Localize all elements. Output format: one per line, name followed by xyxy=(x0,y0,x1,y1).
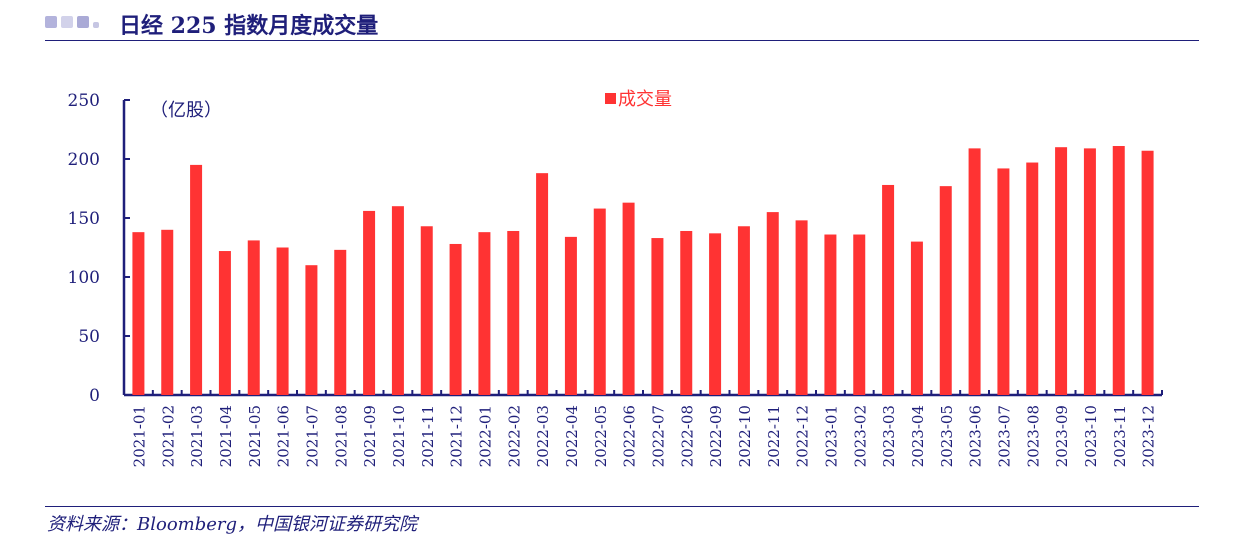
x-tick-label: 2021-12 xyxy=(448,405,466,467)
x-tick-label: 2021-01 xyxy=(130,405,148,467)
x-tick-label: 2023-06 xyxy=(967,405,985,467)
x-tick-label: 2022-12 xyxy=(794,405,812,467)
x-tick-label: 2023-02 xyxy=(851,405,869,467)
bar xyxy=(622,202,635,395)
bar xyxy=(507,230,520,395)
bar xyxy=(997,168,1010,395)
bar xyxy=(161,229,174,395)
bar xyxy=(853,234,866,395)
x-tick-label: 2023-12 xyxy=(1140,405,1158,467)
chart-title: 日经 225 指数月度成交量 xyxy=(119,13,379,39)
legend-label: 成交量 xyxy=(618,89,672,110)
bar xyxy=(910,241,923,395)
x-tick-label: 2022-07 xyxy=(649,405,667,467)
x-tick-label: 2023-01 xyxy=(822,405,840,467)
bar xyxy=(334,249,347,395)
x-tick-label: 2022-06 xyxy=(621,405,639,467)
x-tick-label: 2023-08 xyxy=(1024,405,1042,467)
bar xyxy=(709,233,722,395)
y-tick-label: 50 xyxy=(78,327,100,347)
bar xyxy=(1112,146,1125,395)
x-tick-label: 2022-04 xyxy=(563,405,581,467)
x-tick-label: 2021-09 xyxy=(361,405,379,467)
bar xyxy=(218,251,231,395)
x-tick-label: 2022-10 xyxy=(736,405,754,467)
x-tick-label: 2021-06 xyxy=(275,405,293,467)
bar xyxy=(276,247,289,395)
bar xyxy=(247,240,260,395)
bar xyxy=(1026,162,1039,395)
x-tick-label: 2023-04 xyxy=(909,405,927,467)
x-tick-label: 2021-05 xyxy=(246,405,264,467)
bar xyxy=(795,220,808,395)
x-tick-label: 2021-02 xyxy=(159,405,177,467)
x-tick-label: 2022-02 xyxy=(505,405,523,467)
bar xyxy=(1083,148,1096,395)
x-tick-label: 2021-11 xyxy=(419,405,437,467)
bar xyxy=(363,210,376,395)
x-tick-label: 2022-08 xyxy=(678,405,696,467)
bar xyxy=(593,208,606,395)
bar xyxy=(824,234,837,395)
x-tick-label: 2021-04 xyxy=(217,405,235,467)
bar xyxy=(882,184,895,395)
bar xyxy=(449,243,462,395)
x-tick-label: 2022-01 xyxy=(476,405,494,467)
x-tick-label: 2022-05 xyxy=(592,405,610,467)
bar xyxy=(1141,150,1154,395)
footer-divider xyxy=(45,506,1199,507)
bar-chart: 0 50 100 150 200 250 （亿股） 成交量 2021-01 2021-02 2021… xyxy=(68,89,1163,467)
y-tick-label: 100 xyxy=(68,268,100,288)
x-tick-label: 2021-03 xyxy=(188,405,206,467)
y-tick-label: 200 xyxy=(68,150,100,170)
x-tick-label: 2022-09 xyxy=(707,405,725,467)
source-note: 资料来源：Bloomberg，中国银河证券研究院 xyxy=(47,514,418,535)
bar xyxy=(564,236,577,395)
y-unit-label: （亿股） xyxy=(150,100,222,121)
bar xyxy=(478,232,491,395)
y-tick-label: 0 xyxy=(89,386,100,406)
chart-header: 日经 225 指数月度成交量 xyxy=(45,6,1199,41)
bar xyxy=(391,206,404,395)
x-tick-label: 2021-07 xyxy=(303,405,321,467)
bar xyxy=(651,238,664,395)
x-tick-label: 2023-05 xyxy=(938,405,956,467)
x-tick-label: 2023-10 xyxy=(1082,405,1100,467)
bar xyxy=(1055,147,1068,395)
bar xyxy=(305,265,318,395)
x-tick-label: 2021-10 xyxy=(390,405,408,467)
y-tick-label: 150 xyxy=(68,209,100,229)
bar xyxy=(680,230,693,395)
x-tick-label: 2021-08 xyxy=(332,405,350,467)
y-tick-label: 250 xyxy=(68,91,100,111)
bar xyxy=(536,173,549,395)
x-tick-label: 2022-03 xyxy=(534,405,552,467)
x-tick-label: 2023-07 xyxy=(995,405,1013,467)
x-tick-label: 2023-03 xyxy=(880,405,898,467)
x-tick-label: 2022-11 xyxy=(765,405,783,467)
x-tick-label: 2023-11 xyxy=(1111,405,1129,467)
bar xyxy=(737,226,750,395)
legend-swatch xyxy=(605,93,616,104)
x-tick-label: 2023-09 xyxy=(1053,405,1071,467)
bar xyxy=(939,186,952,395)
bar xyxy=(968,148,981,395)
bar xyxy=(766,212,779,395)
bar xyxy=(420,226,433,395)
bar xyxy=(132,232,145,395)
bar xyxy=(190,164,203,395)
brand-logo-icon xyxy=(45,16,99,28)
